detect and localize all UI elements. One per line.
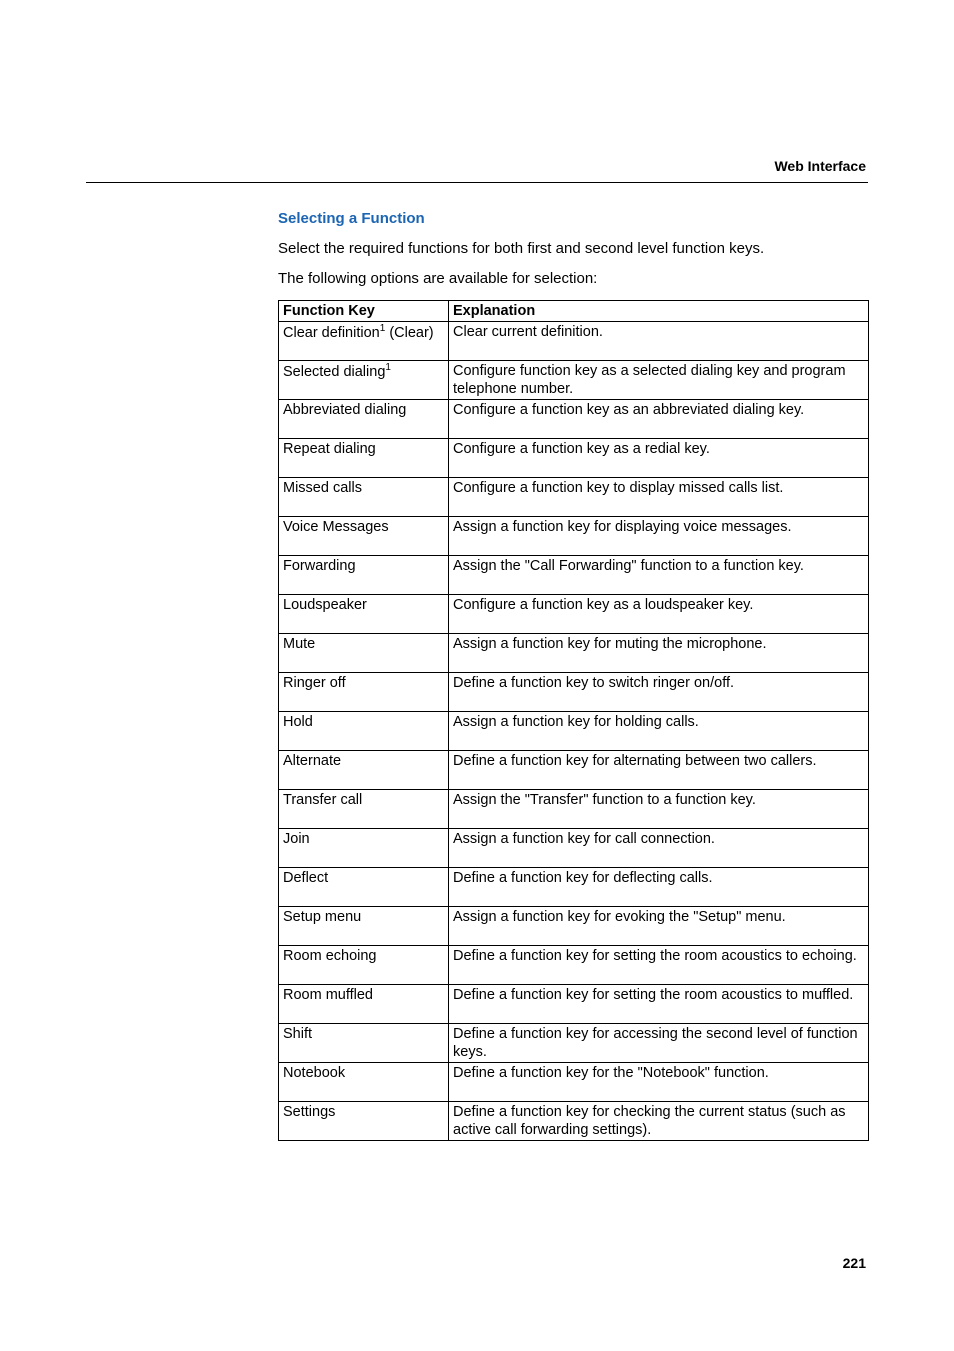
- table-cell-key: Room muffled: [279, 984, 449, 1023]
- key-pre: Mute: [283, 636, 315, 652]
- function-key-table: Function Key Explanation Clear definitio…: [278, 300, 869, 1142]
- table-cell-key: Voice Messages: [279, 516, 449, 555]
- table-cell-key: Shift: [279, 1023, 449, 1062]
- table-row: Repeat dialing Configure a function key a…: [279, 438, 869, 477]
- table-row: Room muffled Define a function key for se…: [279, 984, 869, 1023]
- table-cell-key: Transfer call: [279, 789, 449, 828]
- table-cell-explanation: Define a function key for checking the c…: [449, 1102, 869, 1141]
- table-cell-key: Deflect: [279, 867, 449, 906]
- table-cell-key: Abbreviated dialing: [279, 399, 449, 438]
- table-cell-key: Hold: [279, 711, 449, 750]
- key-pre: Join: [283, 831, 310, 847]
- key-pre: Transfer call: [283, 792, 362, 808]
- table-cell-explanation: Assign a function key for call connectio…: [449, 828, 869, 867]
- intro-paragraph-2: The following options are available for …: [278, 269, 868, 289]
- content-area: Selecting a Function Select the required…: [278, 210, 868, 1141]
- table-header-key: Function Key: [279, 300, 449, 321]
- table-row: Notebook Define a function key for the "N…: [279, 1063, 869, 1102]
- running-head: Web Interface: [774, 158, 866, 174]
- table-row: Selected dialing1Configure function key …: [279, 360, 869, 399]
- table-cell-key: Missed calls: [279, 477, 449, 516]
- key-superscript: 1: [385, 362, 391, 373]
- table-cell-key: Clear definition1 (Clear): [279, 321, 449, 360]
- key-post: (Clear): [385, 324, 433, 340]
- table-row: Settings Define a function key for checki…: [279, 1102, 869, 1141]
- key-pre: Repeat dialing: [283, 441, 376, 457]
- table-row: Alternate Define a function key for alter…: [279, 750, 869, 789]
- table-row: Voice Messages Assign a function key for …: [279, 516, 869, 555]
- table-row: Hold Assign a function key for holding ca…: [279, 711, 869, 750]
- table-cell-key: Setup menu: [279, 906, 449, 945]
- table-row: Clear definition1 (Clear)Clear current d…: [279, 321, 869, 360]
- table-cell-explanation: Configure a function key to display miss…: [449, 477, 869, 516]
- table-cell-key: Selected dialing1: [279, 360, 449, 399]
- table-cell-explanation: Define a function key for the "Notebook"…: [449, 1063, 869, 1102]
- table-cell-explanation: Assign a function key for displaying voi…: [449, 516, 869, 555]
- table-cell-explanation: Assign a function key for holding calls.: [449, 711, 869, 750]
- top-rule: [86, 182, 868, 183]
- page-number: 221: [843, 1255, 866, 1271]
- key-pre: Loudspeaker: [283, 597, 367, 613]
- table-row: Setup menu Assign a function key for evok…: [279, 906, 869, 945]
- key-pre: Room echoing: [283, 948, 377, 964]
- table-cell-explanation: Define a function key for deflecting cal…: [449, 867, 869, 906]
- table-row: Forwarding Assign the "Call Forwarding" f…: [279, 555, 869, 594]
- key-pre: Alternate: [283, 753, 341, 769]
- key-pre: Missed calls: [283, 480, 362, 496]
- table-cell-key: Forwarding: [279, 555, 449, 594]
- table-header-exp: Explanation: [449, 300, 869, 321]
- key-pre: Clear definition: [283, 324, 380, 340]
- table-row: Shift Define a function key for accessing…: [279, 1023, 869, 1062]
- section-heading: Selecting a Function: [278, 210, 868, 227]
- table-cell-explanation: Define a function key for alternating be…: [449, 750, 869, 789]
- key-pre: Abbreviated dialing: [283, 402, 406, 418]
- table-cell-explanation: Assign a function key for muting the mic…: [449, 633, 869, 672]
- table-cell-explanation: Configure function key as a selected dia…: [449, 360, 869, 399]
- left-margin-strip: [86, 195, 260, 1251]
- table-row: Missed calls Configure a function key to …: [279, 477, 869, 516]
- table-cell-key: Join: [279, 828, 449, 867]
- table-cell-key: Ringer off: [279, 672, 449, 711]
- table-cell-key: Repeat dialing: [279, 438, 449, 477]
- table-cell-explanation: Configure a function key as an abbreviat…: [449, 399, 869, 438]
- table-cell-explanation: Define a function key for accessing the …: [449, 1023, 869, 1062]
- table-cell-key: Alternate: [279, 750, 449, 789]
- table-cell-key: Room echoing: [279, 945, 449, 984]
- table-row: Abbreviated dialing Configure a function …: [279, 399, 869, 438]
- table-cell-explanation: Configure a function key as a loudspeake…: [449, 594, 869, 633]
- table-cell-explanation: Define a function key to switch ringer o…: [449, 672, 869, 711]
- key-pre: Hold: [283, 714, 313, 730]
- key-pre: Setup menu: [283, 909, 361, 925]
- table-cell-explanation: Assign the "Transfer" function to a func…: [449, 789, 869, 828]
- table-cell-key: Settings: [279, 1102, 449, 1141]
- key-pre: Selected dialing: [283, 363, 385, 379]
- table-row: Transfer call Assign the "Transfer" funct…: [279, 789, 869, 828]
- key-pre: Voice Messages: [283, 519, 389, 535]
- key-pre: Deflect: [283, 870, 328, 886]
- table-cell-key: Notebook: [279, 1063, 449, 1102]
- key-pre: Room muffled: [283, 987, 373, 1003]
- table-row: Loudspeaker Configure a function key as a…: [279, 594, 869, 633]
- key-pre: Ringer off: [283, 675, 346, 691]
- table-cell-explanation: Assign a function key for evoking the "S…: [449, 906, 869, 945]
- table-row: Deflect Define a function key for deflect…: [279, 867, 869, 906]
- table-cell-explanation: Define a function key for setting the ro…: [449, 984, 869, 1023]
- table-cell-explanation: Configure a function key as a redial key…: [449, 438, 869, 477]
- table-cell-explanation: Define a function key for setting the ro…: [449, 945, 869, 984]
- table-cell-explanation: Assign the "Call Forwarding" function to…: [449, 555, 869, 594]
- table-cell-key: Loudspeaker: [279, 594, 449, 633]
- table-cell-explanation: Clear current definition.: [449, 321, 869, 360]
- table-row: Mute Assign a function key for muting the…: [279, 633, 869, 672]
- key-pre: Shift: [283, 1026, 312, 1042]
- table-row: Join Assign a function key for call conne…: [279, 828, 869, 867]
- key-pre: Forwarding: [283, 558, 356, 574]
- intro-paragraph-1: Select the required functions for both f…: [278, 239, 868, 259]
- table-row: Ringer off Define a function key to switc…: [279, 672, 869, 711]
- table-row: Room echoing Define a function key for se…: [279, 945, 869, 984]
- key-pre: Settings: [283, 1104, 335, 1120]
- table-cell-key: Mute: [279, 633, 449, 672]
- key-pre: Notebook: [283, 1065, 345, 1081]
- table-header-row: Function Key Explanation: [279, 300, 869, 321]
